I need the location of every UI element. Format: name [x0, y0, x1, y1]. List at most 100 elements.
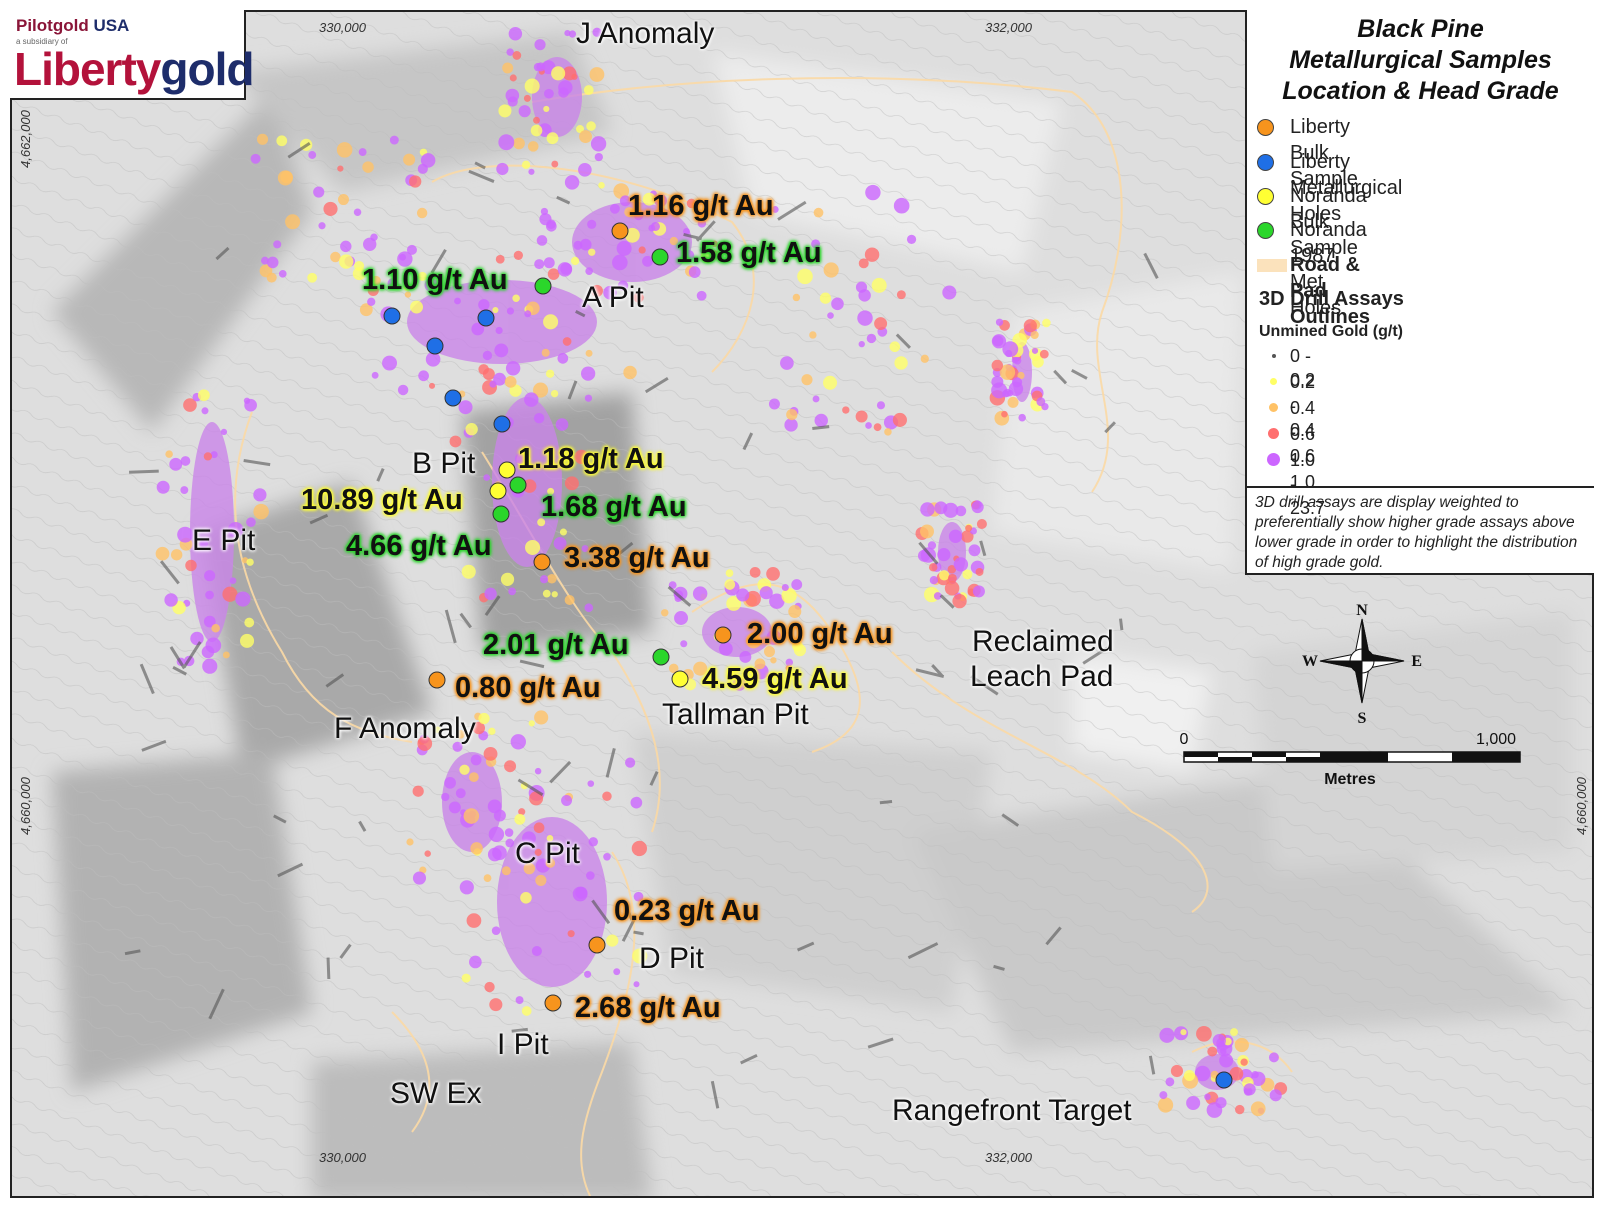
- grade-dot-icon: [1272, 354, 1276, 358]
- label-a-pit: A Pit: [582, 281, 644, 314]
- grade-dot-icon: [1269, 403, 1278, 412]
- legend-label: 0.2 - 0.4: [1290, 372, 1316, 440]
- label-f-anomaly: F Anomaly: [334, 712, 476, 745]
- legend-label: 0.4 - 0.6: [1290, 398, 1316, 466]
- scale-bar: 0 1,000 Metres: [1180, 731, 1521, 788]
- grade-label: 0.23 g/t Au: [614, 895, 760, 927]
- scale-end: 1,000: [1476, 731, 1516, 748]
- marker-liberty-met-hole: [477, 309, 495, 327]
- legend-label: 0 - 0.2: [1290, 346, 1316, 390]
- marker-liberty-bulk-sample: [588, 936, 606, 954]
- map-legend: Black Pine Metallurgical Samples Locatio…: [1245, 10, 1594, 575]
- label-sw-ex: SW Ex: [390, 1077, 482, 1110]
- grade-label: 1.10 g/t Au: [362, 264, 508, 296]
- grade-dot-icon: [1268, 428, 1279, 439]
- marker-noranda-bulk-sample: [671, 670, 689, 688]
- grade-label: 1.16 g/t Au: [628, 190, 774, 222]
- marker-liberty-bulk-sample: [533, 553, 551, 571]
- compass-s: S: [1358, 710, 1367, 725]
- grade-label: 1.58 g/t Au: [676, 237, 822, 269]
- compass-w: W: [1302, 653, 1318, 670]
- coord-top-right: 332,000: [985, 20, 1032, 35]
- brand-gold: gold: [160, 43, 254, 95]
- legend-label: 1.0 - 23.7: [1290, 450, 1326, 518]
- legend-assays-heading: 3D Drill Assays: [1259, 288, 1404, 310]
- marker-liberty-met-hole: [493, 415, 511, 433]
- grade-label: 0.80 g/t Au: [455, 672, 601, 704]
- legend-label: Noranda 1987 Met Holes: [1290, 219, 1367, 319]
- orange-dot-icon: [1257, 119, 1274, 136]
- marker-noranda-met-hole: [534, 277, 552, 295]
- road-swatch-icon: [1257, 259, 1287, 272]
- legend-label: Liberty Bulk Sample: [1290, 116, 1358, 190]
- label-leach-pad: Leach Pad: [970, 660, 1114, 693]
- north-arrow-icon: N S W E: [1302, 603, 1422, 725]
- label-rangefront-target: Rangefront Target: [892, 1094, 1132, 1127]
- grade-dot-icon: [1270, 378, 1277, 385]
- scale-unit: Metres: [1324, 771, 1376, 788]
- label-c-pit: C Pit: [515, 837, 581, 870]
- grade-label: 2.01 g/t Au: [483, 629, 629, 661]
- grade-label: 2.00 g/t Au: [747, 618, 893, 650]
- legend-label: Liberty Metallurgical Holes: [1290, 151, 1403, 225]
- marker-noranda-met-hole: [652, 648, 670, 666]
- grade-label: 3.38 g/t Au: [564, 542, 710, 574]
- libertygold-logo-text: Libertygold: [14, 42, 254, 96]
- compass-n: N: [1356, 603, 1368, 619]
- legend-note: 3D drill assays are display weighted to …: [1247, 486, 1594, 578]
- pilotgold-word: Pilotgold: [16, 16, 89, 35]
- marker-liberty-met-hole: [1215, 1071, 1233, 1089]
- marker-noranda-met-hole: [492, 505, 510, 523]
- blue-dot-icon: [1257, 154, 1274, 171]
- marker-liberty-met-hole: [426, 337, 444, 355]
- grade-label: 1.18 g/t Au: [518, 443, 664, 475]
- marker-liberty-bulk-sample: [428, 671, 446, 689]
- grade-label: 2.68 g/t Au: [575, 992, 721, 1024]
- grade-dot-icon: [1267, 453, 1280, 466]
- company-logo: Pilotgold USA a subsidiary of Libertygol…: [10, 10, 254, 100]
- coord-left-upper: 4,662,000: [18, 110, 33, 168]
- pilotgold-logo-text: Pilotgold USA: [16, 16, 129, 36]
- grade-label: 10.89 g/t Au: [301, 484, 463, 516]
- label-d-pit: D Pit: [639, 942, 705, 975]
- marker-noranda-met-hole: [651, 248, 669, 266]
- grade-label: 4.59 g/t Au: [702, 663, 848, 695]
- subsidiary-text: a subsidiary of: [16, 37, 68, 46]
- drill-hole-traces: [124, 141, 1159, 1109]
- marker-noranda-bulk-sample: [498, 461, 516, 479]
- legend-title-line3: Location & Head Grade: [1282, 77, 1559, 105]
- coord-top-left: 330,000: [319, 20, 366, 35]
- legend-label: Road & Pad Outlines: [1290, 254, 1371, 328]
- brand-liberty: Liberty: [14, 43, 161, 95]
- pilotgold-usa: USA: [88, 16, 130, 35]
- legend-title-line2: Metallurgical Samples: [1289, 46, 1552, 74]
- label-i-pit: I Pit: [497, 1028, 549, 1061]
- legend-gold-heading: Unmined Gold (g/t): [1259, 323, 1403, 340]
- compass-e: E: [1411, 653, 1422, 670]
- marker-liberty-met-hole: [383, 307, 401, 325]
- marker-liberty-bulk-sample: [611, 222, 629, 240]
- label-e-pit: E Pit: [192, 524, 256, 557]
- coord-left-lower: 4,660,000: [18, 777, 33, 835]
- coord-bottom-left: 330,000: [319, 1150, 366, 1165]
- grade-label: 1.68 g/t Au: [541, 491, 687, 523]
- label-b-pit: B Pit: [412, 447, 476, 480]
- scale-start: 0: [1180, 731, 1189, 748]
- legend-label: Noranda Bulk Sample: [1290, 185, 1367, 259]
- marker-liberty-bulk-sample: [714, 626, 732, 644]
- marker-noranda-met-hole: [509, 476, 527, 494]
- drill-assay-dots: [155, 27, 1288, 1118]
- coord-right-lower: 4,660,000: [1574, 777, 1589, 835]
- green-dot-icon: [1257, 222, 1274, 239]
- legend-title: Black Pine Metallurgical Samples Locatio…: [1247, 14, 1594, 107]
- label-j-anomaly: J Anomaly: [576, 17, 715, 50]
- label-reclaimed: Reclaimed: [972, 625, 1114, 658]
- yellow-dot-icon: [1257, 188, 1274, 205]
- legend-title-line1: Black Pine: [1357, 15, 1484, 43]
- terrain-basemap: [12, 12, 1592, 1196]
- marker-noranda-bulk-sample: [489, 482, 507, 500]
- marker-liberty-met-hole: [444, 389, 462, 407]
- grade-label: 4.66 g/t Au: [346, 530, 492, 562]
- marker-liberty-bulk-sample: [544, 994, 562, 1012]
- label-tallman-pit: Tallman Pit: [662, 698, 809, 731]
